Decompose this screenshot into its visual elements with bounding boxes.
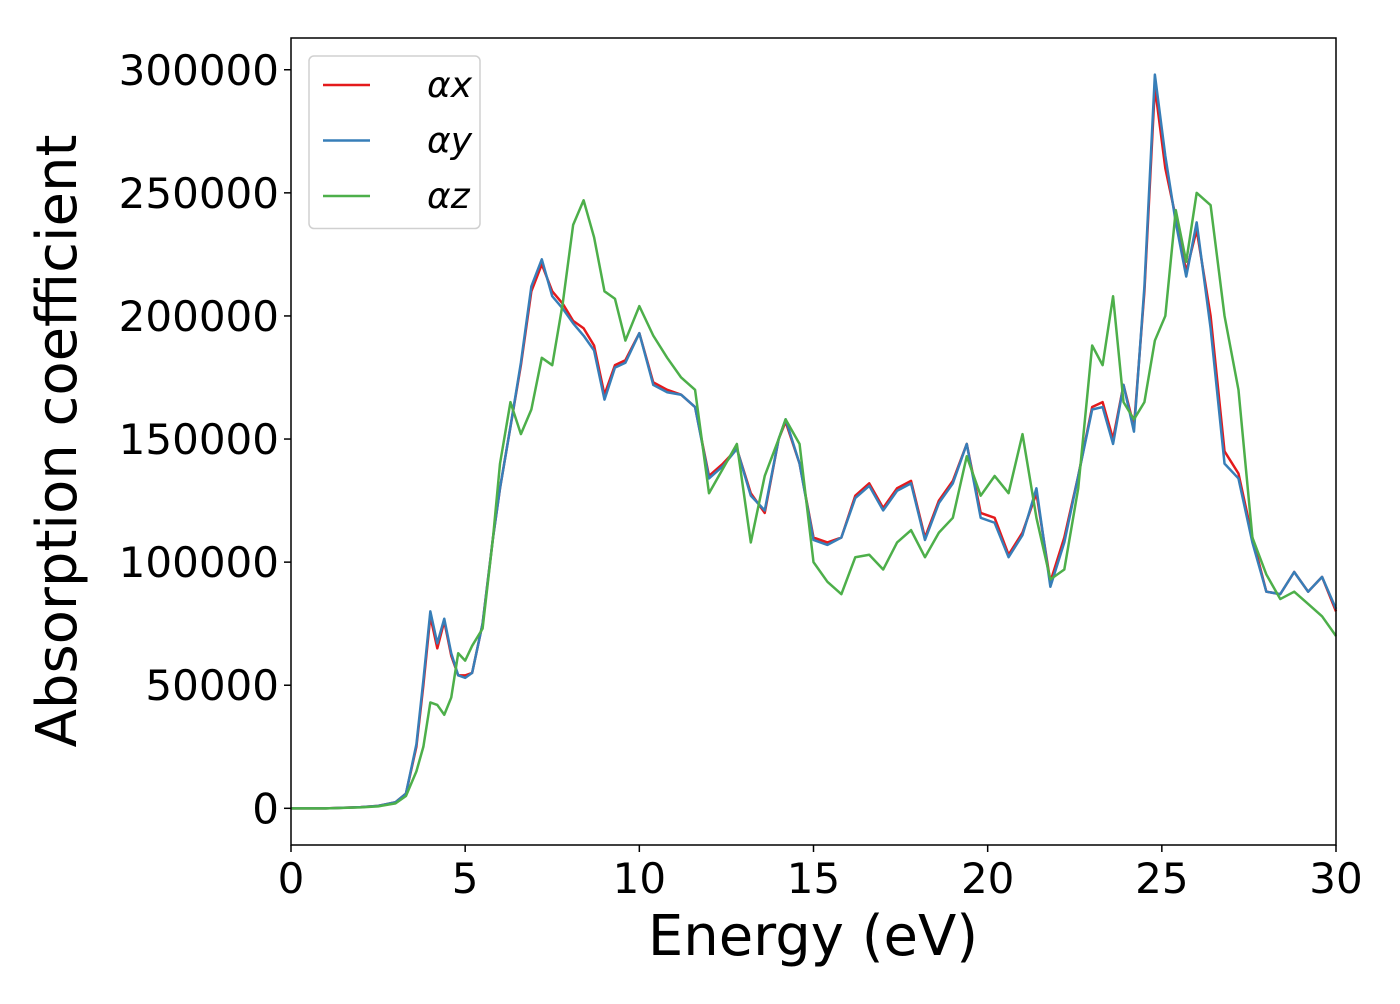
y-tick-label: 0: [252, 784, 279, 833]
x-tick-label: 30: [1309, 854, 1362, 903]
plot-frame: [290, 37, 1337, 846]
y-tick-label: 100000: [119, 538, 279, 587]
data-line: [291, 73, 1338, 810]
y-tick-label: 200000: [119, 292, 279, 341]
x-tick-label: 20: [961, 854, 1014, 903]
y-axis-label: Absorption coefficient: [25, 135, 90, 748]
legend-label: αx: [427, 65, 473, 106]
y-tick-label: 250000: [119, 169, 279, 218]
x-tick-label: 0: [278, 854, 305, 903]
y-tick-label: 150000: [119, 415, 279, 464]
legend-label: αy: [427, 121, 473, 162]
x-tick-label: 5: [452, 854, 479, 903]
x-tick-label: 10: [613, 854, 666, 903]
x-tick-label: 25: [1135, 854, 1188, 903]
x-axis-label: Energy (eV): [648, 904, 978, 969]
x-tick-label: 15: [787, 854, 840, 903]
data-line: [291, 191, 1338, 810]
y-tick-label: 300000: [119, 46, 279, 95]
legend-label: αz: [427, 176, 471, 217]
y-tick-label: 50000: [145, 661, 279, 710]
legend-box: [308, 55, 481, 230]
